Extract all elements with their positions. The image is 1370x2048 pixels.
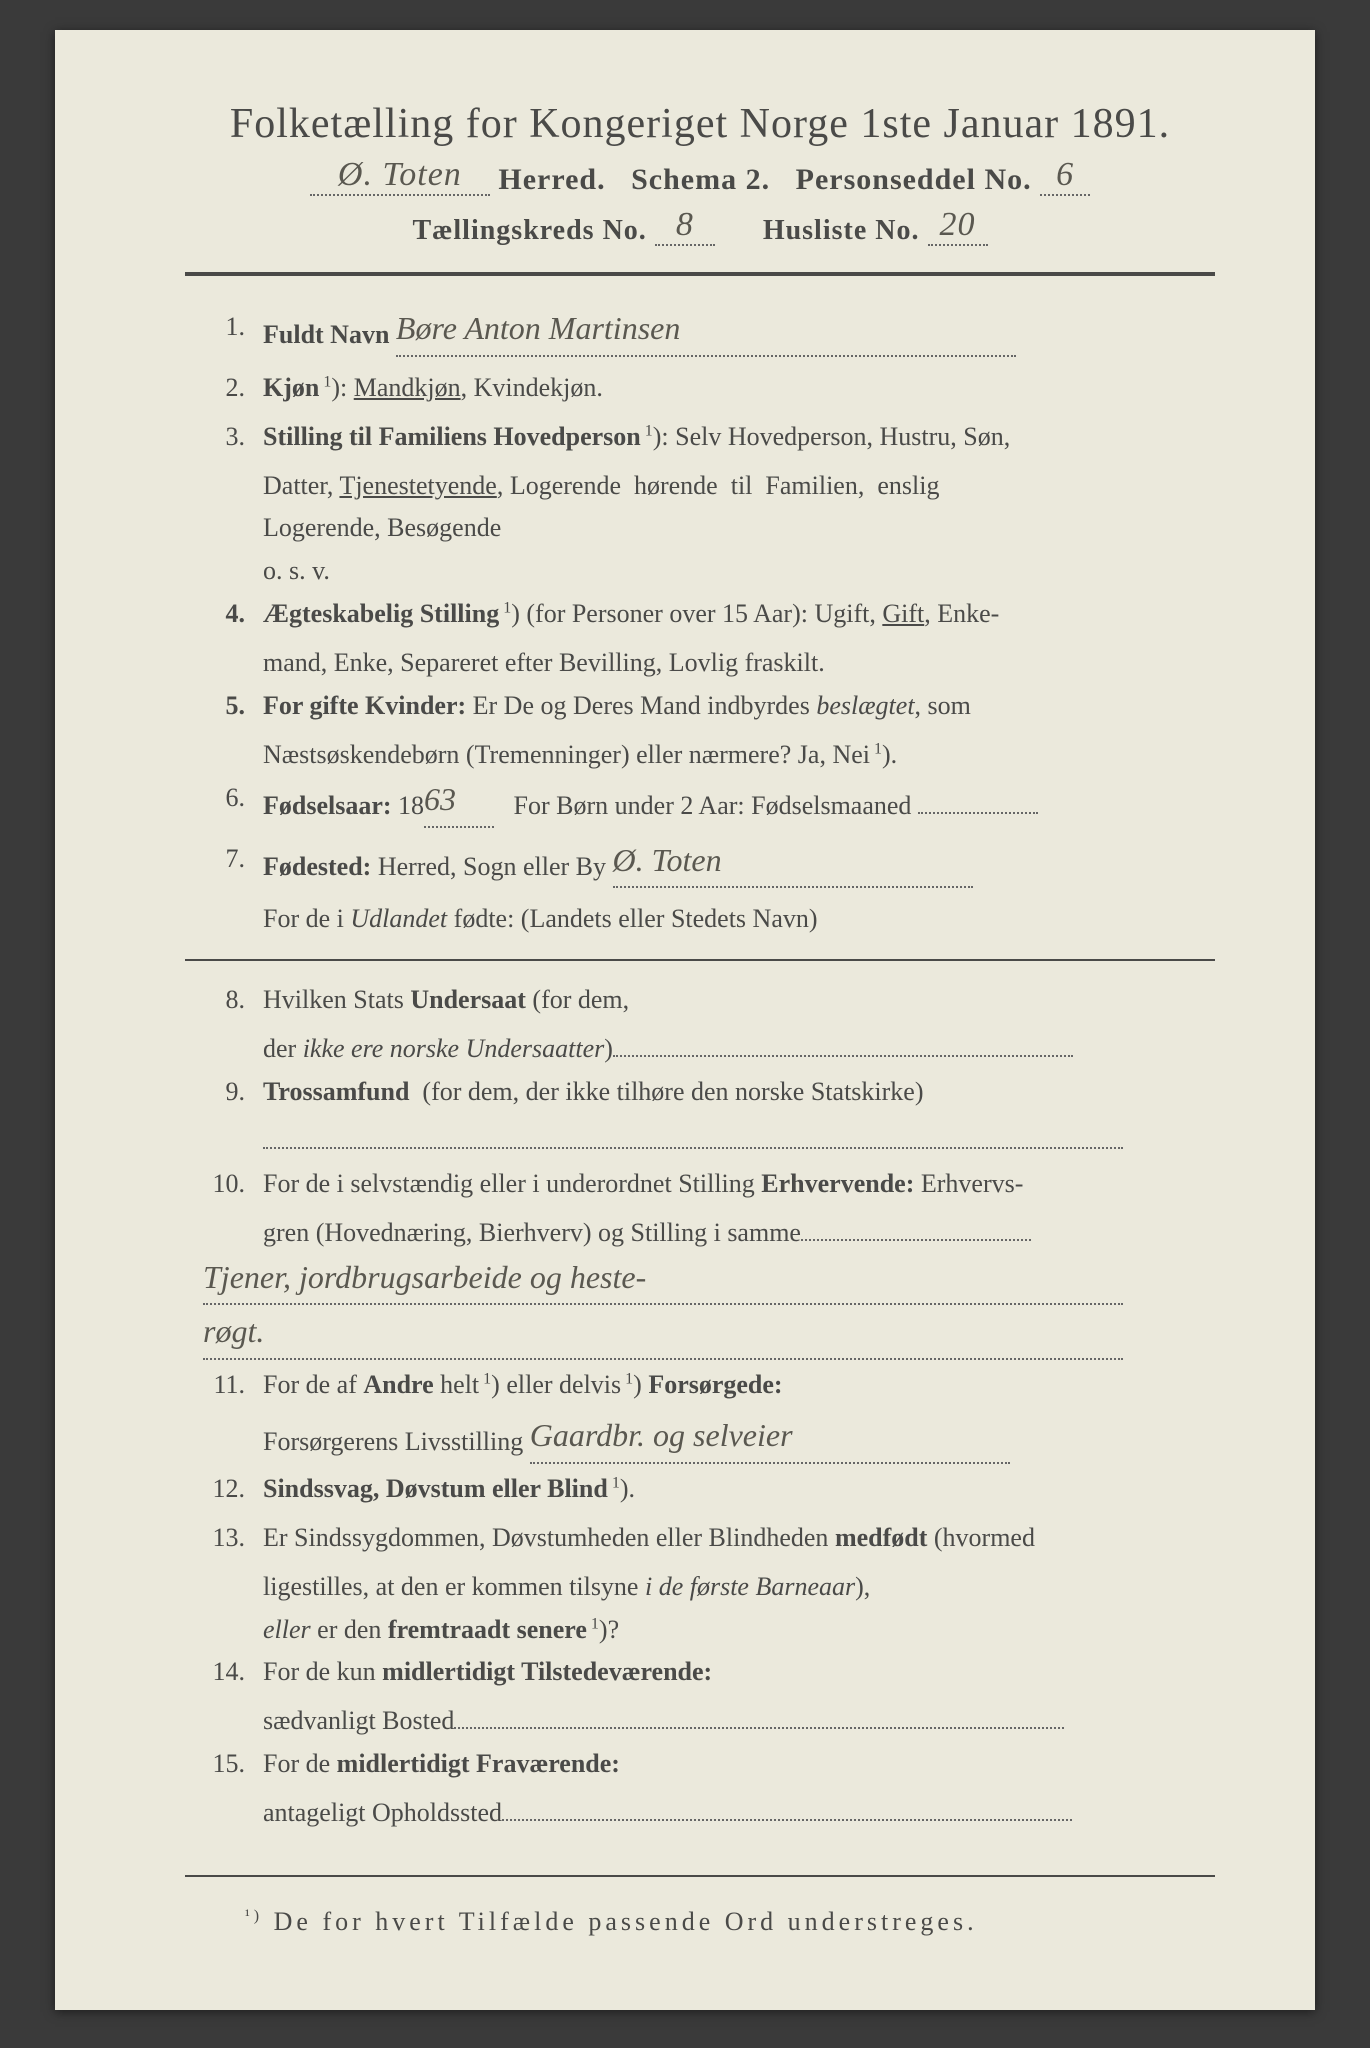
item-7: 7. Fødested: Herred, Sogn eller By Ø. To… [185, 838, 1215, 893]
item-9-cont [185, 1120, 1215, 1163]
item-7-hw: Ø. Toten [613, 842, 722, 878]
footnote-text: De for hvert Tilfælde passende Ord under… [274, 1907, 978, 1936]
herred-label: Herred. [498, 163, 605, 196]
form-header: Folketælling for Kongeriget Norge 1ste J… [185, 100, 1215, 250]
item-3-num: 3. [185, 416, 263, 459]
item-11: 11. For de af Andre helt 1) eller delvis… [185, 1364, 1215, 1407]
item-4-gift: Gift [882, 599, 924, 628]
item-13-cont2: eller er den fremtraadt senere 1)? [185, 1609, 1215, 1652]
item-3-underlined: Tjenestetyende [339, 471, 496, 500]
footnote: ¹) De for hvert Tilfælde passende Ord un… [185, 1907, 1215, 1937]
item-9: 9. Trossamfund (for dem, der ikke tilhør… [185, 1071, 1215, 1114]
item-14-cont: sædvanligt Bosted [185, 1700, 1215, 1743]
header-line-1: Ø. Toten Herred. Schema 2. Personseddel … [185, 160, 1215, 200]
item-10-hw2: røgt. [185, 1309, 1215, 1364]
item-13: 13. Er Sindssygdommen, Døvstumheden elle… [185, 1517, 1215, 1560]
item-3-cont3: o. s. v. [185, 550, 1215, 593]
item-4: 4. Ægteskabelig Stilling 1) (for Persone… [185, 593, 1215, 636]
personseddel-no: 6 [1056, 156, 1074, 193]
item-5: 5. For gifte Kvinder: Er De og Deres Man… [185, 685, 1215, 728]
footnote-marker: ¹) [245, 1907, 263, 1924]
document-page: Folketælling for Kongeriget Norge 1ste J… [55, 30, 1315, 2010]
item-5-line1b: , som [915, 691, 971, 720]
item-6-num: 6. [185, 777, 263, 832]
item-8-cont: der ikke ere norske Undersaatter) [185, 1028, 1215, 1071]
item-8-num: 8. [185, 979, 263, 1022]
item-11-num: 11. [185, 1364, 263, 1407]
item-8: 8. Hvilken Stats Undersaat (for dem, [185, 979, 1215, 1022]
item-9-num: 9. [185, 1071, 263, 1114]
form-title: Folketælling for Kongeriget Norge 1ste J… [185, 100, 1215, 148]
item-6-label: Fødselsaar: [263, 791, 392, 820]
header-line-2: Tællingskreds No. 8 Husliste No. 20 [185, 210, 1215, 250]
item-10-cont1: gren (Hovednæring, Bierhverv) og Stillin… [185, 1212, 1215, 1255]
item-5-italic: beslægtet [816, 691, 914, 720]
item-6: 6. Fødselsaar: 1863 For Børn under 2 Aar… [185, 777, 1215, 832]
personseddel-label: Personseddel No. [796, 163, 1032, 196]
kreds-no: 8 [676, 206, 694, 243]
item-1-num: 1. [185, 306, 263, 361]
item-4-label: Ægteskabelig Stilling [263, 599, 499, 628]
item-13-num: 13. [185, 1517, 263, 1560]
item-10: 10. For de i selvstændig eller i underor… [185, 1163, 1215, 1206]
item-11-cont: Forsørgerens Livsstilling Gaardbr. og se… [185, 1413, 1215, 1468]
item-4-line1b: , Enke- [924, 599, 999, 628]
item-1-handwritten: Børe Anton Martinsen [396, 310, 680, 346]
item-3-cont2: Logerende, Besøgende [185, 507, 1215, 550]
item-15-num: 15. [185, 1743, 263, 1786]
divider-bottom [185, 1875, 1215, 1877]
item-6-hw: 63 [424, 781, 456, 817]
item-10-num: 10. [185, 1163, 263, 1206]
item-7-num: 7. [185, 838, 263, 893]
item-4-cont: mand, Enke, Separeret efter Bevilling, L… [185, 642, 1215, 685]
item-15: 15. For de midlertidigt Fraværende: [185, 1743, 1215, 1786]
item-2: 2. Kjøn 1): Mandkjøn, Kvindekjøn. [185, 367, 1215, 410]
item-7-line1: Herred, Sogn eller By [378, 852, 606, 881]
item-2-num: 2. [185, 367, 263, 410]
item-5-cont: Næstsøskendebørn (Tremenninger) eller næ… [185, 734, 1215, 777]
item-14: 14. For de kun midlertidigt Tilstedevære… [185, 1651, 1215, 1694]
item-6-rest: For Børn under 2 Aar: Fødselsmaaned [514, 791, 912, 820]
item-7-label: Fødested: [263, 852, 371, 881]
item-14-num: 14. [185, 1651, 263, 1694]
item-2-mandkjon: Mandkjøn [354, 373, 461, 402]
item-5-label: For gifte Kvinder: [263, 691, 466, 720]
divider-1 [185, 959, 1215, 961]
item-3-line1: Selv Hovedperson, Hustru, Søn, [675, 422, 1010, 451]
item-7-cont: For de i Udlandet fødte: (Landets eller … [185, 898, 1215, 941]
husliste-no: 20 [940, 206, 976, 243]
item-4-line1a: (for Personer over 15 Aar): Ugift, [526, 599, 882, 628]
item-5-num: 5. [185, 685, 263, 728]
item-3-cont1: Datter, Tjenestetyende, Logerende hørend… [185, 465, 1215, 508]
item-5-line1: Er De og Deres Mand indbyrdes [473, 691, 810, 720]
item-4-num: 4. [185, 593, 263, 636]
divider-top [185, 272, 1215, 276]
item-2-label: Kjøn [263, 373, 319, 402]
item-15-cont: antageligt Opholdssted [185, 1792, 1215, 1835]
herred-handwritten: Ø. Toten [338, 156, 462, 193]
item-13-cont1: ligestilles, at den er kommen tilsyne i … [185, 1566, 1215, 1609]
husliste-label: Husliste No. [763, 215, 920, 246]
item-1: 1. Fuldt Navn Børe Anton Martinsen [185, 306, 1215, 361]
schema-label: Schema 2. [631, 163, 770, 196]
item-10-hw1: Tjener, jordbrugsarbeide og heste- [185, 1255, 1215, 1310]
item-3-label: Stilling til Familiens Hovedperson [263, 422, 641, 451]
item-1-label: Fuldt Navn [263, 320, 389, 349]
kreds-label: Tællingskreds No. [412, 215, 646, 246]
form-body: 1. Fuldt Navn Børe Anton Martinsen 2. Kj… [185, 306, 1215, 1835]
item-12: 12. Sindssvag, Døvstum eller Blind 1). [185, 1468, 1215, 1511]
item-12-num: 12. [185, 1468, 263, 1511]
item-3: 3. Stilling til Familiens Hovedperson 1)… [185, 416, 1215, 459]
item-6-prefix: 18 [398, 791, 424, 820]
